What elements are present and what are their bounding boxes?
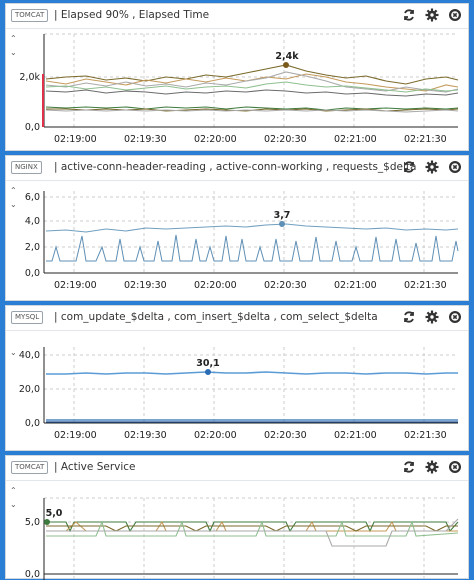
x-tick: 02:21:00 [334,280,377,291]
expand-icon: ⌄ [10,48,17,57]
x-tick: 02:21:30 [404,280,447,291]
chart-area[interactable]: ⌃ ⌄ 5,0 5,0 0,0 [6,481,468,580]
source-badge: NGINX [11,161,42,174]
close-icon[interactable] [448,160,462,174]
close-icon[interactable] [448,460,462,474]
y-tick: 2,0k [19,72,40,83]
x-tick: 02:21:00 [334,430,377,441]
x-tick: 02:19:30 [124,280,167,291]
panel-title: | Elapsed 90% , Elapsed Time [54,9,210,21]
panel-header: MYSQL | com_update_$delta , com_insert_$… [6,306,468,331]
refresh-icon[interactable] [402,160,416,174]
panel-header: TOMCAT | Active Service [6,456,468,481]
panel-tomcat-elapsed: TOMCAT | Elapsed 90% , Elapsed Time ⌃ ⌄ [5,3,469,151]
x-tick: 02:21:30 [404,134,447,145]
gear-icon[interactable] [425,8,439,22]
gear-icon[interactable] [425,310,439,324]
x-tick: 02:21:00 [334,134,377,145]
highlight-label: 2,4k [275,51,299,62]
x-tick: 02:20:00 [194,280,237,291]
source-badge: TOMCAT [11,9,49,22]
y-tick: 0,0 [25,418,40,429]
y-tick: 4,0 [25,216,40,227]
refresh-icon[interactable] [402,8,416,22]
collapse-icon: ⌃ [10,486,17,495]
x-tick: 02:20:00 [194,430,237,441]
y-tick: 2,0 [25,242,40,253]
y-tick: 6,0 [25,192,40,203]
y-tick: 5,0 [25,517,40,528]
highlight-label: 3,7 [274,210,291,221]
source-badge: TOMCAT [11,461,49,474]
collapse-icon: ⌃ [10,186,17,195]
x-tick: 02:20:30 [264,134,307,145]
panel-nginx: NGINX | active-conn-header-reading , act… [5,155,469,301]
y-tick: 40,0 [19,350,40,361]
x-tick: 02:21:30 [404,430,447,441]
panel-mysql: MYSQL | com_update_$delta , com_insert_$… [5,305,469,451]
highlight-point [283,62,289,68]
highlight-point [44,519,50,525]
x-tick: 02:20:30 [264,280,307,291]
refresh-icon[interactable] [402,460,416,474]
close-icon[interactable] [448,310,462,324]
x-tick: 02:20:30 [264,430,307,441]
close-icon[interactable] [448,8,462,22]
chart-area[interactable]: ⌄ 30,1 0,0 20,0 40,0 02:19:00 02:19:30 0… [6,331,468,451]
x-tick: 02:19:30 [124,430,167,441]
refresh-icon[interactable] [402,310,416,324]
collapse-icon: ⌃ [10,34,17,43]
x-tick: 02:19:30 [124,134,167,145]
y-tick: 0,0 [25,569,40,580]
panel-tomcat-active-service: TOMCAT | Active Service ⌃ ⌄ 5,0 5,0 [5,455,469,580]
y-tick: 0,0 [25,268,40,279]
panel-header: TOMCAT | Elapsed 90% , Elapsed Time [6,4,468,29]
x-tick: 02:19:00 [54,134,97,145]
y-tick: 20,0 [19,384,40,395]
y-tick: 0,0 [25,122,40,133]
expand-icon: ⌄ [10,200,17,209]
x-tick: 02:19:00 [54,280,97,291]
highlight-point [279,221,285,227]
gear-icon[interactable] [425,460,439,474]
collapse-icon: ⌄ [10,348,17,357]
source-badge: MYSQL [11,311,44,324]
x-tick: 02:20:00 [194,134,237,145]
gear-icon[interactable] [425,160,439,174]
chart-area[interactable]: ⌃ ⌄ 3,7 0,0 2,0 4,0 6,0 02:19:00 02:19:3… [6,181,468,301]
highlight-label: 5,0 [46,508,63,519]
panel-title: | com_update_$delta , com_insert_$delta … [54,311,378,323]
highlight-label: 30,1 [196,358,219,369]
panel-title: | Active Service [54,461,136,473]
expand-icon: ⌄ [10,500,17,509]
panel-title: | active-conn-header-reading , active-co… [54,161,417,173]
x-tick: 02:19:00 [54,430,97,441]
panel-header: NGINX | active-conn-header-reading , act… [6,156,468,181]
chart-area[interactable]: ⌃ ⌄ 2,4k 0,0 2,0k 02:19:00 02:19:30 [6,29,468,150]
highlight-point [205,369,211,375]
